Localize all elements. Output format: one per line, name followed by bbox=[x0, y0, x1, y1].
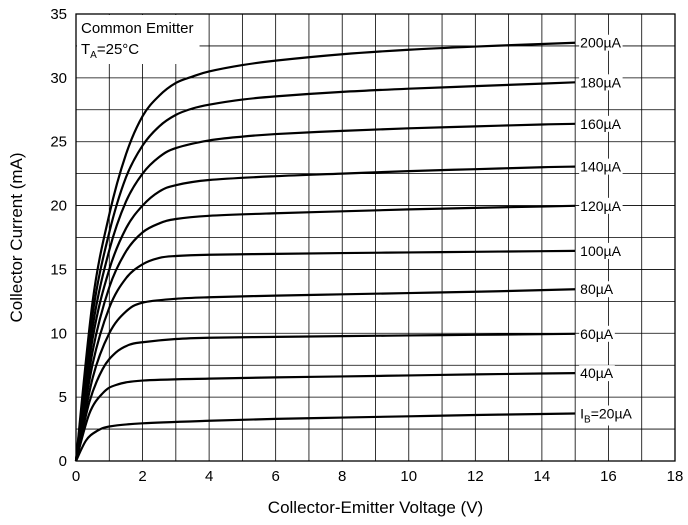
x-tick-label: 10 bbox=[400, 468, 417, 485]
curve-label-background bbox=[579, 365, 615, 382]
y-tick-label: 25 bbox=[50, 134, 67, 151]
curve-label-main: I bbox=[580, 405, 584, 421]
curve-100µA bbox=[74, 249, 576, 462]
curve-labels: IB=20µA 40µA 60µA 80µA 100µA 120µA 140µA 160µA 1… bbox=[579, 34, 634, 426]
x-tick-label: 12 bbox=[467, 468, 484, 485]
y-tick-label: 30 bbox=[50, 70, 67, 87]
annotation-temp-sub: A bbox=[90, 50, 97, 61]
curve-label-main: 200µA bbox=[580, 35, 621, 51]
curve-label-main: 180µA bbox=[580, 74, 621, 90]
y-axis-title: Collector Current (mA) bbox=[7, 152, 26, 322]
curve-160µA bbox=[74, 122, 576, 462]
curve-label-80µA: 80µA bbox=[580, 281, 614, 297]
curve-label-120µA: 120µA bbox=[580, 198, 621, 214]
curve-140µA bbox=[74, 165, 576, 462]
annotation-temp-value: =25°C bbox=[97, 41, 139, 58]
curve-label-background bbox=[579, 325, 615, 342]
curve-label-sub: B bbox=[584, 414, 591, 425]
curve-label-100µA: 100µA bbox=[580, 243, 621, 259]
x-axis-title: Collector-Emitter Voltage (V) bbox=[268, 498, 483, 517]
curve-label-160µA: 160µA bbox=[580, 116, 621, 132]
y-tick-label: 20 bbox=[50, 198, 67, 215]
curve-label-60µA: 60µA bbox=[580, 326, 614, 342]
curve-label-main: 120µA bbox=[580, 198, 621, 214]
x-tick-label: 6 bbox=[271, 468, 279, 485]
y-tick-label: 10 bbox=[50, 325, 67, 342]
plot-frame bbox=[75, 13, 676, 462]
curve-label-background bbox=[579, 197, 623, 214]
curve-label-140µA: 140µA bbox=[580, 159, 621, 175]
curve-label-background bbox=[579, 115, 623, 132]
x-tick-label: 8 bbox=[338, 468, 346, 485]
y-tick-label: 35 bbox=[50, 6, 67, 23]
curve-label-background bbox=[579, 242, 623, 259]
annotation-temperature: TA=25°C bbox=[81, 41, 139, 61]
curve-label-180µA: 180µA bbox=[580, 74, 621, 90]
y-tick-label: 5 bbox=[59, 389, 67, 406]
curve-80µA bbox=[74, 288, 576, 462]
x-tick-label: 2 bbox=[138, 468, 146, 485]
curve-label-background bbox=[579, 34, 623, 51]
curve-180µA bbox=[74, 81, 576, 462]
y-tick-label: 15 bbox=[50, 261, 67, 278]
curve-200µA bbox=[74, 41, 576, 462]
grid bbox=[76, 14, 675, 461]
curve-120µA bbox=[74, 204, 576, 462]
x-tick-label: 18 bbox=[667, 468, 684, 485]
curve-label-40µA: 40µA bbox=[580, 365, 614, 381]
curve-label-background bbox=[579, 281, 615, 298]
curve-label-background bbox=[579, 405, 634, 426]
curve-label-IB=20µA: IB=20µA bbox=[580, 405, 632, 425]
curve-label-main: 140µA bbox=[580, 159, 621, 175]
curve-label-main: 40µA bbox=[580, 365, 614, 381]
curve-IB=20µA bbox=[75, 412, 576, 462]
curve-label-main: 60µA bbox=[580, 326, 614, 342]
curve-60µA bbox=[74, 332, 576, 462]
curve-label-tail: =20µA bbox=[591, 405, 633, 421]
annotation-temp-main: T bbox=[81, 41, 90, 58]
curves bbox=[74, 41, 576, 462]
annotation-background bbox=[77, 15, 200, 64]
tick-labels: 0 2 4 6 8 10 12 14 16 18 0 5 10 15 20 25 30 35 bbox=[50, 6, 683, 485]
curve-label-main: 100µA bbox=[580, 243, 621, 259]
x-tick-label: 0 bbox=[72, 468, 80, 485]
annotation: Common Emitter TA=25°C bbox=[77, 15, 200, 64]
curve-label-background bbox=[579, 74, 623, 91]
y-tick-label: 0 bbox=[59, 453, 67, 470]
x-tick-label: 4 bbox=[205, 468, 213, 485]
annotation-common-emitter: Common Emitter bbox=[81, 20, 194, 37]
x-tick-label: 16 bbox=[600, 468, 617, 485]
curve-label-main: 80µA bbox=[580, 281, 614, 297]
x-tick-label: 14 bbox=[534, 468, 551, 485]
curve-label-200µA: 200µA bbox=[580, 35, 621, 51]
curve-label-background bbox=[579, 158, 623, 175]
curve-40µA bbox=[74, 372, 576, 462]
curve-label-main: 160µA bbox=[580, 116, 621, 132]
